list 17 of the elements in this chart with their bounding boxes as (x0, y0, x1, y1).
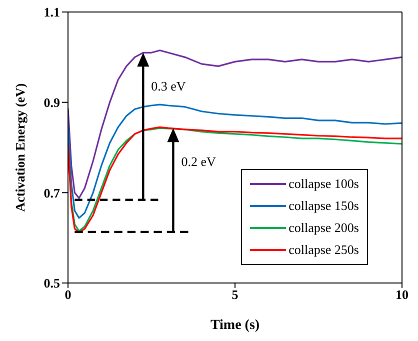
y-tick-label: 1.1 (44, 4, 60, 20)
x-axis-title: Time (s) (210, 318, 260, 333)
y-axis-title: Activation Energy (eV) (12, 83, 28, 212)
line-series (68, 104, 402, 219)
x-tick-label: 5 (232, 287, 239, 302)
line-series (68, 50, 402, 199)
legend-label: collapse 100s (288, 176, 359, 192)
x-tick-label: 0 (64, 287, 72, 302)
y-tick-label: 0.7 (44, 185, 60, 200)
annotation: 0.3 eV (151, 78, 186, 94)
x-tick-label: 10 (396, 287, 408, 302)
y-tick-label: 0.5 (44, 276, 60, 291)
annotation: 0.2 eV (181, 154, 216, 170)
legend-label: collapse 150s (288, 198, 359, 214)
y-tick-label: 0.9 (44, 94, 60, 110)
legend-label: collapse 250s (288, 242, 359, 258)
legend-label: collapse 200s (288, 220, 359, 236)
